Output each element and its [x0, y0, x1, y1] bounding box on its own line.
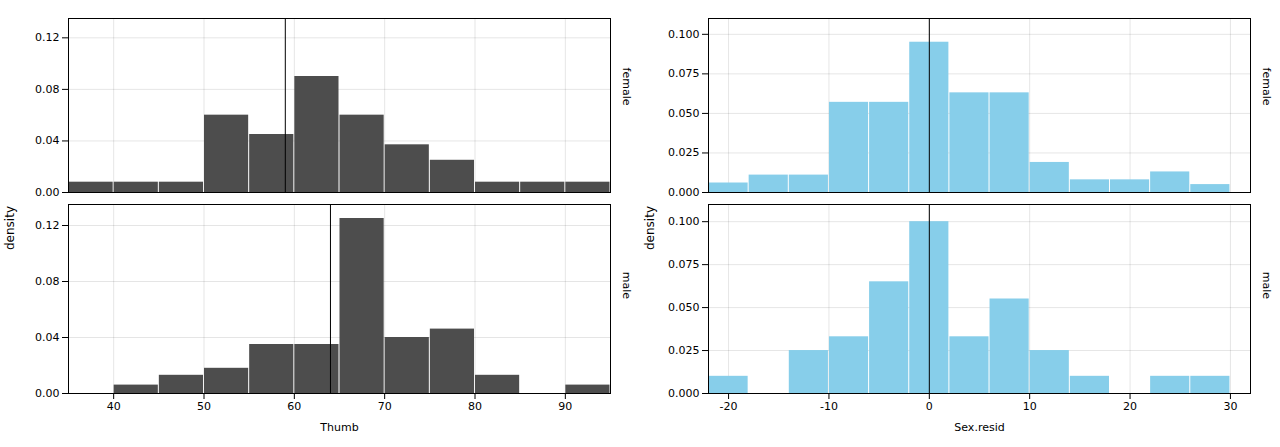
svg-text:0.025: 0.025 [668, 146, 700, 159]
svg-text:0.00: 0.00 [35, 387, 60, 400]
svg-text:20: 20 [1123, 400, 1137, 413]
svg-text:0.100: 0.100 [668, 215, 700, 228]
svg-text:90: 90 [558, 400, 572, 413]
svg-text:0.025: 0.025 [668, 344, 700, 357]
svg-text:0.000: 0.000 [668, 387, 700, 400]
svg-text:0.12: 0.12 [35, 219, 60, 232]
html-text:density: density [643, 205, 657, 250]
svg-text:80: 80 [468, 400, 482, 413]
svg-text:70: 70 [378, 400, 392, 413]
svg-text:0.075: 0.075 [668, 258, 700, 271]
svg-text:0.050: 0.050 [668, 301, 700, 314]
svg-text:-10: -10 [820, 400, 838, 413]
svg-text:0.04: 0.04 [35, 331, 60, 344]
svg-text:40: 40 [107, 400, 121, 413]
svg-text:Thumb: Thumb [319, 421, 358, 434]
svg-text:0: 0 [926, 400, 933, 413]
svg-text:0.050: 0.050 [668, 107, 700, 120]
svg-text:female: female [620, 68, 633, 106]
html-text:density: density [3, 205, 17, 250]
svg-text:0.00: 0.00 [35, 186, 60, 198]
svg-text:0.100: 0.100 [668, 28, 700, 41]
svg-text:0.075: 0.075 [668, 67, 700, 80]
svg-text:10: 10 [1023, 400, 1037, 413]
svg-text:50: 50 [197, 400, 211, 413]
svg-text:0.08: 0.08 [35, 83, 60, 96]
svg-text:60: 60 [287, 400, 301, 413]
svg-text:male: male [620, 272, 633, 300]
svg-text:male: male [1260, 272, 1273, 300]
svg-text:female: female [1260, 68, 1273, 106]
svg-text:0.08: 0.08 [35, 275, 60, 288]
svg-text:0.12: 0.12 [35, 31, 60, 44]
svg-text:-20: -20 [720, 400, 738, 413]
svg-text:0.000: 0.000 [668, 186, 700, 198]
svg-text:0.04: 0.04 [35, 134, 60, 147]
svg-text:Sex.resid: Sex.resid [954, 421, 1004, 434]
svg-text:30: 30 [1223, 400, 1237, 413]
